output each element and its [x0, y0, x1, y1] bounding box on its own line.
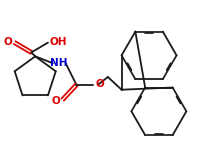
Text: O: O	[96, 79, 104, 89]
Text: OH: OH	[49, 37, 67, 47]
Text: O: O	[3, 37, 12, 47]
Text: NH: NH	[50, 58, 68, 68]
Text: O: O	[51, 96, 60, 106]
